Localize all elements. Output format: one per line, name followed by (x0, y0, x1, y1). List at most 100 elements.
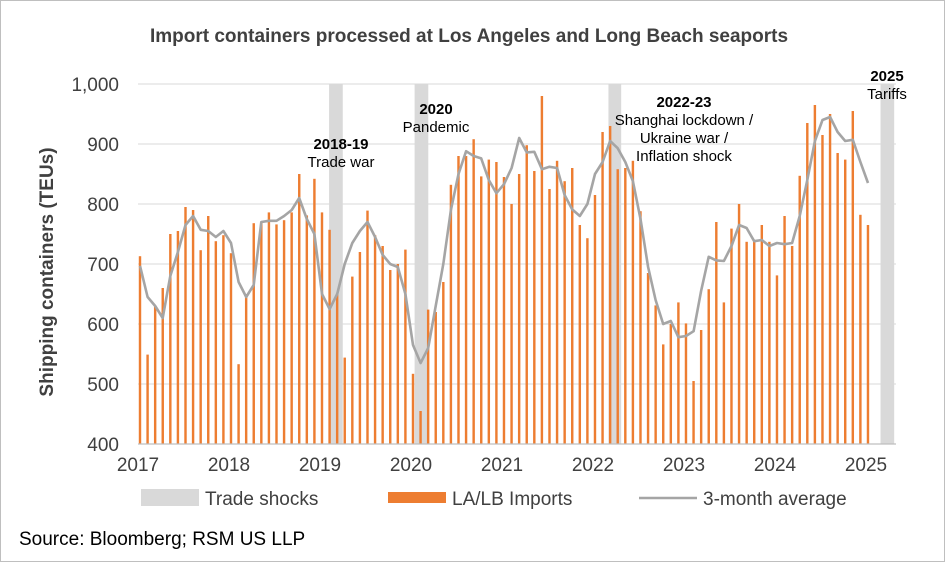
annotation-text-3-3: Inflation shock (636, 148, 732, 165)
x-tick-label-2025: 2025 (845, 455, 887, 476)
import-bar (184, 207, 187, 444)
import-bar (851, 111, 855, 444)
import-bar (434, 312, 437, 444)
import-bar (662, 344, 665, 444)
import-bar (426, 309, 430, 444)
import-bar (684, 323, 688, 444)
import-bar (305, 215, 309, 444)
shock-band-1 (329, 84, 343, 444)
legend-swatch-trade-shocks (141, 489, 199, 506)
import-bar (654, 305, 657, 444)
annotation-text-1-1: Trade war (308, 154, 375, 171)
import-bar (844, 159, 847, 444)
import-bar (153, 306, 157, 444)
shock-band-2 (414, 84, 429, 444)
import-bar (737, 204, 741, 444)
import-bar (411, 373, 415, 444)
x-tick-label-2019: 2019 (299, 455, 341, 476)
import-bar (593, 195, 597, 444)
import-bar (586, 238, 589, 444)
import-bar (222, 235, 225, 444)
import-bar (639, 211, 642, 444)
import-bar (715, 222, 718, 444)
import-bar (806, 123, 809, 444)
import-bar (252, 223, 255, 444)
chart-svg: Import containers processed at Los Angel… (37, 26, 907, 510)
import-bar (328, 229, 331, 444)
import-bar (608, 126, 612, 444)
import-bar (836, 153, 839, 444)
import-bar (366, 210, 369, 444)
source-note: Source: Bloomberg; RSM US LLP (19, 529, 306, 550)
chart-title: Import containers processed at Los Angel… (150, 26, 788, 47)
y-tick-label-800: 800 (87, 195, 119, 216)
import-bar (161, 288, 164, 444)
import-bar (260, 222, 263, 444)
import-bar (775, 275, 779, 444)
x-tick-label-2024: 2024 (754, 455, 797, 476)
import-bar (207, 216, 210, 444)
import-bar (578, 225, 582, 444)
y-tick-label-600: 600 (87, 315, 119, 336)
x-tick-label-2020: 2020 (390, 455, 432, 476)
import-bar (707, 289, 710, 444)
import-bar (745, 241, 748, 444)
three-month-average-line (138, 115, 870, 365)
import-bar (540, 96, 544, 444)
x-tick-label-2017: 2017 (117, 455, 159, 476)
legend-label-1: Trade shocks (205, 489, 318, 510)
import-bar (753, 240, 756, 444)
import-bar (169, 234, 172, 444)
import-bar (442, 282, 445, 444)
annotation-text-3-2: Ukraine war / (640, 130, 729, 147)
import-bar (275, 224, 278, 444)
x-tick-label-2018: 2018 (208, 455, 250, 476)
import-bar (677, 302, 680, 444)
import-bar (176, 231, 180, 444)
legend-label-2: LA/LB Imports (452, 489, 572, 510)
import-bar (146, 354, 149, 444)
import-bar (449, 184, 453, 445)
import-bar (510, 204, 513, 444)
annotation-text-3-1: Shanghai lockdown / (615, 112, 754, 129)
import-bar (396, 264, 400, 444)
y-tick-label-700: 700 (87, 255, 119, 276)
import-bar (821, 135, 824, 444)
import-bar (533, 171, 536, 444)
import-bar (517, 174, 521, 444)
import-bar (229, 253, 233, 444)
annotation-text-2-1: Pandemic (403, 119, 470, 136)
import-bar (138, 256, 142, 444)
shock-band-4 (880, 84, 895, 444)
import-bar (351, 276, 354, 444)
import-bar (730, 228, 733, 444)
import-bar (722, 302, 726, 444)
annotation-text-4-1: Tariffs (867, 86, 907, 103)
import-bar (798, 175, 801, 445)
import-bar (199, 250, 202, 444)
import-bar (866, 225, 870, 444)
annotation-year-1: 2018-19 (313, 136, 368, 153)
import-bar (548, 189, 551, 444)
import-bar (760, 225, 764, 444)
legend-swatch-imports (388, 492, 446, 503)
y-tick-label-500: 500 (87, 375, 119, 396)
import-bar (783, 216, 786, 444)
import-bar (313, 178, 316, 445)
import-bar (358, 252, 362, 444)
import-bar (237, 364, 240, 444)
x-tick-label-2021: 2021 (481, 455, 523, 476)
import-bar (563, 181, 566, 444)
x-tick-label-2023: 2023 (663, 455, 705, 476)
import-bar (699, 330, 703, 444)
import-bar (343, 357, 346, 444)
import-bar (298, 174, 301, 444)
import-bar (267, 212, 271, 444)
import-bar (631, 160, 635, 445)
import-bar (768, 241, 771, 444)
import-bar (813, 105, 817, 444)
import-bar (487, 159, 491, 444)
import-bar (616, 169, 619, 444)
import-bar (555, 160, 559, 445)
